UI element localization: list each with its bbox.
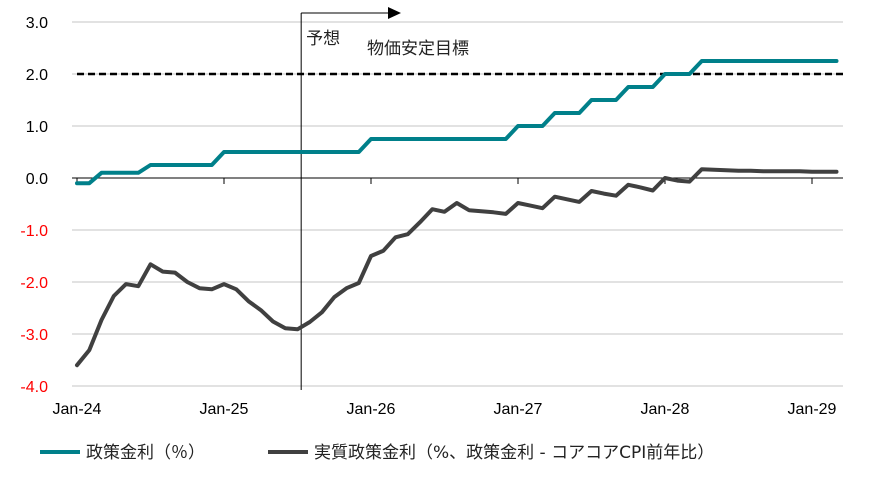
x-tick-label: Jan-25 <box>200 401 249 418</box>
x-tick-label: Jan-27 <box>494 401 543 418</box>
y-tick-label: 1.0 <box>26 119 48 136</box>
x-axis: Jan-24 Jan-25 Jan-26 Jan-27 Jan-28 Jan-29 <box>53 177 843 418</box>
reference-line-label: 物価安定目標 <box>367 39 469 59</box>
series-line-real-rate <box>75 167 839 368</box>
x-tick-label: Jan-29 <box>788 401 837 418</box>
x-tick-label: Jan-26 <box>347 401 396 418</box>
y-tick-label: 0.0 <box>26 171 48 188</box>
y-tick-label: -3.0 <box>20 327 48 344</box>
x-tick-label: Jan-24 <box>53 401 102 418</box>
y-tick-labels: 3.0 2.0 1.0 0.0 -1.0 -2.0 -3.0 -4.0 <box>20 15 48 396</box>
forecast-marker: 予想 <box>300 7 401 390</box>
y-tick-label: -4.0 <box>20 379 48 396</box>
series-line-policy-rate <box>75 59 839 186</box>
x-tick-label: Jan-28 <box>641 401 690 418</box>
legend-label-policy-rate: 政策金利（％） <box>86 443 205 463</box>
forecast-label: 予想 <box>306 29 340 49</box>
y-tick-label: 3.0 <box>26 15 48 32</box>
legend: 政策金利（％） 実質政策金利（%、政策金利 - コアコアCPI前年比） <box>40 443 714 463</box>
forecast-arrowhead <box>388 7 401 19</box>
series-lines <box>75 59 839 368</box>
legend-label-real-rate: 実質政策金利（%、政策金利 - コアコアCPI前年比） <box>314 443 714 463</box>
y-tick-label: -1.0 <box>20 223 48 240</box>
y-tick-label: 2.0 <box>26 67 48 84</box>
y-tick-label: -2.0 <box>20 275 48 292</box>
